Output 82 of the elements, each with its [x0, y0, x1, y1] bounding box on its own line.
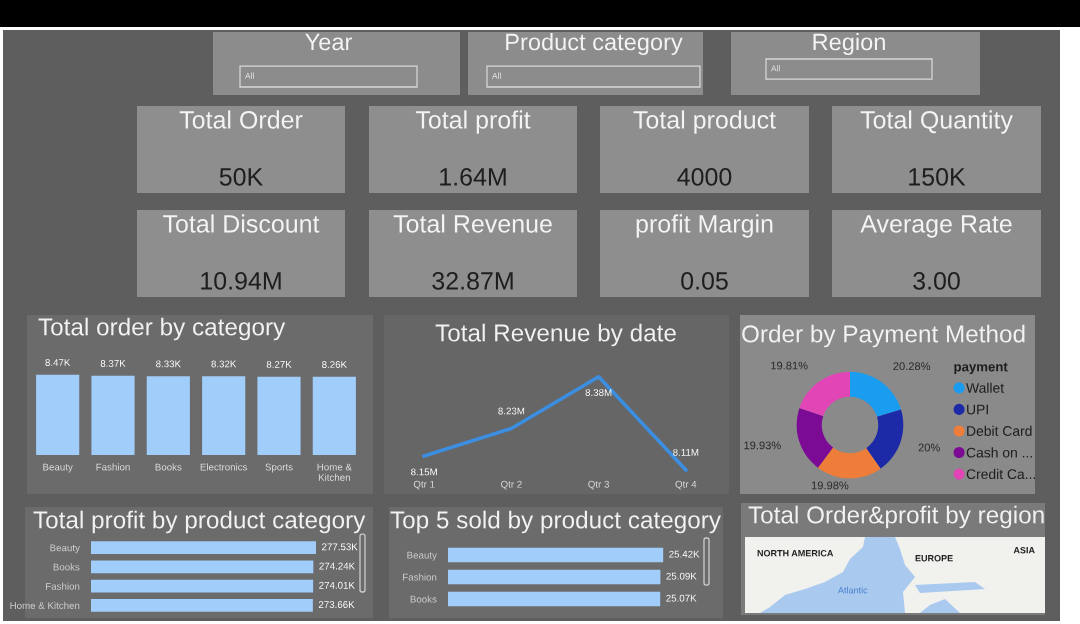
y-tick-label: Fashion	[403, 573, 437, 581]
text: Year	[305, 33, 352, 51]
y-tick-label: Books	[53, 563, 80, 571]
text: EUROPE	[915, 555, 953, 562]
data-label: 20.28%	[893, 362, 931, 371]
text: profit Margin	[636, 214, 773, 238]
chart-title: Total order by category	[38, 317, 286, 341]
text: Total product	[633, 110, 776, 134]
chart-title: Top 5 sold by product category	[390, 510, 721, 534]
text: Product category	[506, 33, 683, 55]
text: Average Rate	[860, 215, 1012, 238]
legend-label: UPI	[967, 404, 988, 415]
x-tick-label: Qtr 1	[413, 480, 435, 490]
x-tick-label: Books	[155, 463, 182, 471]
x-tick-label: Sports	[265, 463, 293, 473]
text: 0.05	[681, 272, 728, 290]
x-tick-label: Qtr 2	[501, 480, 522, 490]
data-label: 8.32K	[211, 360, 237, 368]
data-label: 25.09K	[666, 572, 697, 580]
text: ASIA	[1013, 547, 1035, 554]
donut-slice	[796, 407, 834, 468]
data-label: 8.15M	[411, 468, 437, 476]
text: All	[771, 65, 780, 72]
text: Total Revenue	[393, 214, 552, 233]
data-label: 8.47K	[45, 359, 71, 366]
legend-label: Credit Ca...	[966, 468, 1035, 480]
x-tick-label: Electronics	[200, 463, 248, 471]
data-label: 8.26K	[322, 361, 347, 368]
text: All	[245, 72, 254, 79]
text: Total profit	[415, 110, 531, 134]
data-label: 277.53K	[322, 543, 358, 551]
data-label: 8.27K	[266, 360, 292, 368]
data-label: 8.11M	[673, 448, 699, 456]
text: 1.64M	[440, 168, 506, 186]
data-label: 19.98%	[811, 481, 849, 490]
data-label: 8.37K	[100, 360, 126, 367]
text: NORTH AMERICA	[757, 550, 834, 557]
text: 50K	[219, 168, 263, 186]
y-tick-label: Books	[410, 595, 437, 603]
text: Total Quantity	[860, 110, 1013, 134]
data-label: 19.81%	[771, 361, 808, 370]
data-label: 20%	[918, 443, 940, 452]
legend-label: Wallet	[966, 382, 1004, 393]
legend-title: payment	[954, 362, 1008, 375]
text: Total Discount	[163, 214, 320, 233]
text: All	[492, 72, 501, 79]
donut-slice	[817, 447, 881, 479]
data-label: 8.23M	[498, 407, 525, 415]
y-tick-label: Beauty	[50, 544, 80, 554]
data-label: 8.38M	[585, 389, 612, 397]
legend-label: Debit Card	[967, 425, 1032, 436]
text: Atlantic	[838, 586, 868, 594]
text: Total Order	[179, 110, 303, 129]
donut-slice	[799, 371, 850, 416]
legend-label: Cash on ...	[966, 447, 1032, 458]
chart-title: Total profit by product category	[33, 510, 366, 534]
data-label: 273.66K	[318, 601, 355, 608]
text: Region	[813, 33, 885, 55]
chart-title: Total Revenue by date	[435, 323, 676, 347]
x-tick-label: Qtr 3	[588, 480, 609, 490]
x-tick-label: Home & Kitchen	[317, 463, 352, 481]
x-tick-label: Fashion	[96, 463, 130, 471]
text: 4000	[677, 168, 732, 186]
donut-slice	[866, 409, 904, 469]
y-tick-label: Home & Kitchen	[10, 601, 80, 609]
text: 3.00	[913, 272, 960, 290]
data-label: 274.24K	[319, 562, 355, 570]
text: 150K	[909, 168, 966, 186]
x-tick-label: Beauty	[43, 463, 73, 473]
text: Total Order&profit by region	[748, 505, 1044, 529]
data-label: 8.33K	[156, 360, 181, 368]
data-label: 25.07K	[666, 594, 697, 602]
y-tick-label: Fashion	[46, 582, 80, 590]
text: 32.87M	[432, 272, 513, 290]
data-label: 274.01K	[319, 581, 355, 589]
x-tick-label: Qtr 4	[675, 480, 697, 490]
chart-title: Order by Payment Method	[742, 324, 1025, 348]
y-tick-label: Beauty	[407, 551, 437, 561]
data-label: 19.93%	[744, 441, 781, 450]
data-label: 25.42K	[669, 550, 700, 558]
text: 10.94M	[201, 272, 281, 290]
donut-slice	[850, 371, 902, 417]
